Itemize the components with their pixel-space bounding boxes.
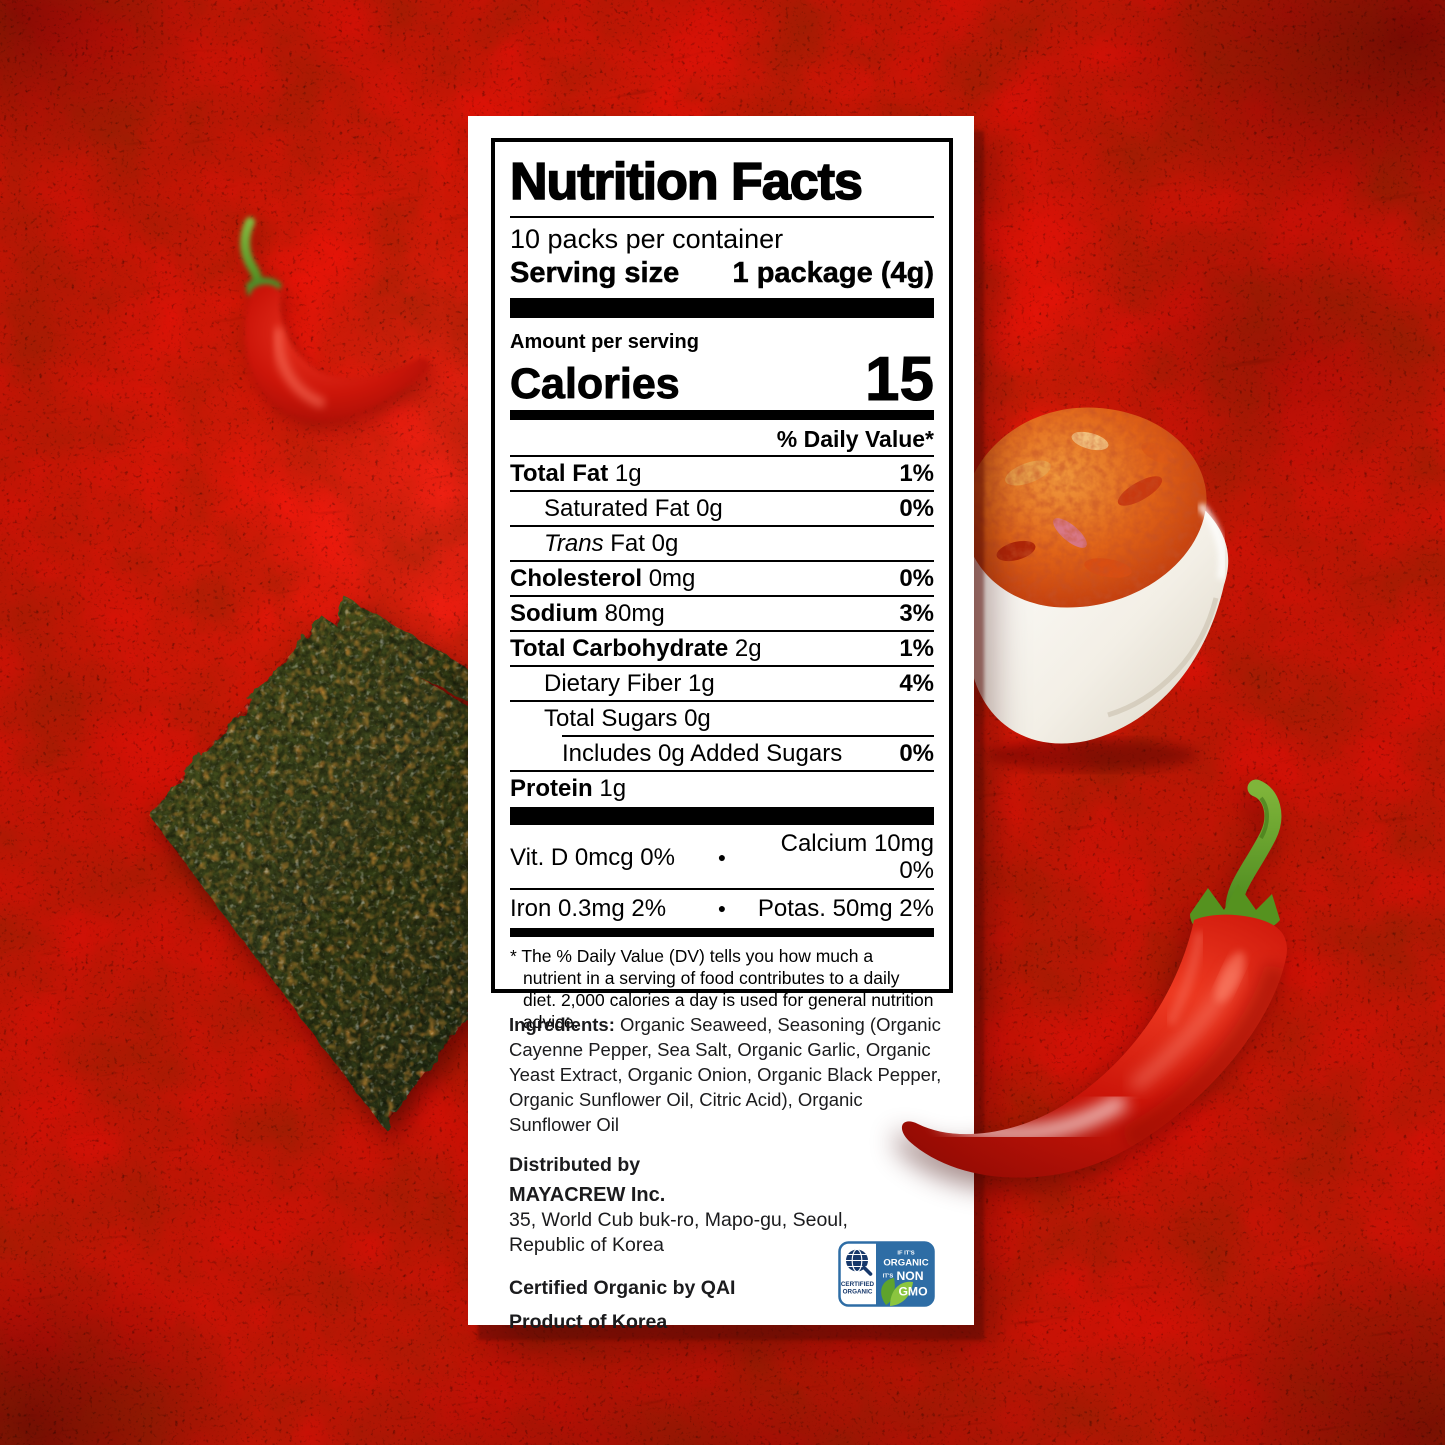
leaf-icon: [881, 1278, 913, 1306]
nutrient-row-total-sugars: Total Sugars 0g: [510, 700, 934, 735]
calories-row: Calories 15: [510, 344, 935, 414]
ingredients-paragraph: Ingredients: Organic Seaweed, Seasoning …: [509, 1012, 945, 1137]
calories-label: Calories: [510, 360, 681, 408]
badge-certified-text: CERTIFIED: [841, 1281, 875, 1288]
nutrient-row-dietary-fiber: Dietary Fiber 1g 4%: [510, 665, 934, 700]
qai-globe-icon: [846, 1248, 873, 1276]
nutrition-facts-title: Nutrition Facts: [509, 142, 934, 218]
label-lower-text: Ingredients: Organic Seaweed, Seasoning …: [509, 1012, 945, 1334]
amount-per-serving-label: Amount per serving: [510, 331, 699, 353]
nutrient-row-cholesterol: Cholesterol 0mg 0%: [510, 560, 934, 595]
chili-highlight: [272, 327, 326, 409]
divider-bar-thick: [510, 807, 934, 825]
product-origin-line: Product of Korea: [509, 1311, 668, 1333]
badge-non-text: NON: [896, 1269, 923, 1283]
nutrient-row-trans-fat: Trans Fat 0g: [510, 525, 934, 560]
chili-body: [244, 284, 430, 422]
nutrient-row-protein: Protein 1g: [510, 770, 934, 805]
chili-stem-ridge: [1259, 796, 1269, 839]
food-chunks: [963, 407, 1207, 608]
nutrient-row-sodium: Sodium 80mg 3%: [510, 595, 934, 630]
badge-gmo-text: GMO: [898, 1285, 927, 1299]
daily-value-footnote: * The % Daily Value (DV) tells you how m…: [510, 946, 934, 1032]
nutrient-row-total-carbohydrate: Total Carbohydrate 2g 1%: [510, 630, 934, 665]
ingredients-text: Organic Seaweed, Seasoning (Organic Caye…: [509, 1014, 942, 1135]
micronutrient-row-2: Iron 0.3mg 2% ● Potas. 50mg 2%: [510, 888, 934, 926]
calories-value: 15: [865, 344, 935, 414]
serving-size-row: Serving size 1 package (4g): [510, 254, 935, 298]
ingredients-label: Ingredients:: [509, 1014, 615, 1035]
organic-non-gmo-badge: CERTIFIED ORGANIC IF IT'S ORGANIC IT'S N…: [838, 1241, 935, 1307]
micronutrient-row-1: Vit. D 0mcg 0% ● Calcium 10mg 0%: [510, 830, 934, 884]
distributed-by-label: Distributed by: [509, 1154, 641, 1176]
bowl-highlight: [1196, 502, 1227, 580]
daily-value-header: % Daily Value*: [776, 426, 934, 452]
bowl-shadow: [988, 739, 1198, 771]
packs-per-container: 10 packs per container: [510, 224, 784, 254]
badge-organic-big-text: ORGANIC: [883, 1258, 928, 1269]
nutrition-label-card: Nutrition Facts 10 packs per container S…: [468, 116, 974, 1333]
serving-size-value: 1 package (4g): [732, 257, 934, 290]
nutrient-row-saturated-fat: Saturated Fat 0g 0%: [510, 490, 934, 525]
address-line-2: Republic of Korea: [509, 1234, 665, 1256]
nutrient-row-added-sugars: Includes 0g Added Sugars 0%: [562, 735, 934, 770]
divider-bar-thick: [510, 298, 934, 318]
bowl-rim-line: [1107, 597, 1219, 718]
nutrient-row-total-fat: Total Fat 1g 1%: [510, 455, 934, 490]
badge-if-its-text: IF IT'S: [897, 1251, 914, 1257]
badge-organic-text: ORGANIC: [843, 1289, 873, 1296]
kimchi-bowl-photo: [963, 407, 1229, 771]
divider-bar-medium: [510, 928, 934, 937]
serving-size-label: Serving size: [510, 257, 680, 290]
certified-organic-line: Certified Organic by QAI: [509, 1277, 736, 1299]
bullet-separator-icon: ●: [717, 900, 727, 916]
company-name: MAYACREW Inc.: [509, 1184, 666, 1206]
bullet-separator-icon: ●: [717, 848, 727, 865]
seaweed-sheets-photo: [149, 597, 515, 1127]
divider-bar-medium: [510, 410, 934, 420]
badge-its-text: IT'S: [883, 1274, 894, 1280]
nutrition-facts-panel: Nutrition Facts 10 packs per container S…: [491, 138, 953, 1032]
large-chili-pepper-photo: [901, 779, 1287, 1178]
small-chili-pepper-photo: [240, 217, 430, 422]
address-line-1: 35, World Cub buk-ro, Mapo-gu, Seoul,: [509, 1209, 848, 1231]
